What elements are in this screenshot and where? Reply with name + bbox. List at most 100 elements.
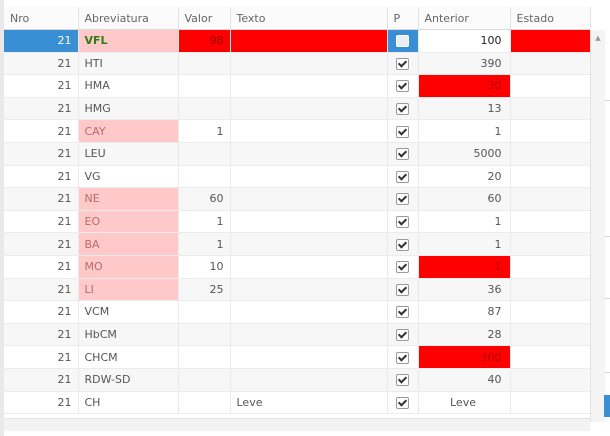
cell-abreviatura[interactable]: CH — [78, 391, 179, 415]
table-row[interactable]: 21 MO 10 1 — [4, 255, 591, 279]
cell-nro[interactable]: 21 — [4, 391, 79, 415]
table-row[interactable]: 21 VG 20 — [4, 165, 591, 189]
cell-estado[interactable] — [510, 119, 591, 143]
cell-estado[interactable] — [510, 323, 591, 347]
table-row[interactable]: 21 RDW-SD 40 — [4, 368, 591, 392]
cell-texto[interactable] — [230, 255, 388, 279]
column-header-nro[interactable]: Nro — [4, 7, 79, 30]
cell-p[interactable] — [387, 345, 419, 369]
vertical-scrollbar[interactable]: ▲ — [590, 30, 605, 422]
cell-valor[interactable]: 25 — [178, 278, 231, 302]
cell-abreviatura[interactable]: CHCM — [78, 345, 179, 369]
cell-valor[interactable]: 60 — [178, 187, 231, 211]
column-header-p[interactable]: P — [387, 7, 419, 30]
cell-estado[interactable] — [510, 142, 591, 166]
cell-valor[interactable]: 1 — [178, 232, 231, 256]
horizontal-scrollbar[interactable] — [4, 418, 590, 431]
cell-valor[interactable] — [178, 97, 231, 121]
cell-estado[interactable] — [510, 300, 591, 324]
check-icon[interactable] — [396, 125, 409, 138]
cell-texto[interactable] — [230, 368, 388, 392]
cell-p[interactable] — [387, 210, 419, 234]
cell-valor[interactable] — [178, 52, 231, 76]
cell-nro[interactable]: 21 — [4, 74, 79, 98]
cell-estado[interactable] — [510, 278, 591, 302]
cell-anterior[interactable]: 5000 — [418, 142, 511, 166]
cell-p[interactable] — [387, 391, 419, 415]
cell-valor[interactable] — [178, 391, 231, 415]
cell-texto[interactable] — [230, 74, 388, 98]
column-header-anterior[interactable]: Anterior — [418, 7, 511, 30]
check-icon[interactable] — [396, 193, 409, 206]
cell-estado[interactable] — [510, 210, 591, 234]
check-icon[interactable] — [396, 216, 409, 229]
cell-valor[interactable] — [178, 74, 231, 98]
cell-p[interactable] — [387, 278, 419, 302]
check-icon[interactable] — [396, 261, 409, 274]
table-row[interactable]: 21 HTI 390 — [4, 52, 591, 76]
cell-estado[interactable] — [510, 52, 591, 76]
cell-texto[interactable] — [230, 52, 388, 76]
cell-valor[interactable] — [178, 300, 231, 324]
cell-nro[interactable]: 21 — [4, 210, 79, 234]
table-row[interactable]: 21 LEU 5000 — [4, 142, 591, 166]
column-header-abreviatura[interactable]: Abreviatura — [78, 7, 179, 30]
cell-p[interactable] — [387, 232, 419, 256]
cell-p[interactable] — [387, 74, 419, 98]
check-icon[interactable] — [396, 170, 409, 183]
column-header-texto[interactable]: Texto — [230, 7, 388, 30]
cell-anterior[interactable]: 28 — [418, 323, 511, 347]
cell-nro[interactable]: 21 — [4, 300, 79, 324]
cell-anterior[interactable]: 30 — [418, 74, 511, 98]
cell-estado[interactable] — [510, 97, 591, 121]
cell-estado[interactable] — [510, 187, 591, 211]
cell-texto[interactable] — [230, 278, 388, 302]
check-icon[interactable] — [396, 329, 409, 342]
cell-p[interactable] — [387, 368, 419, 392]
cell-valor[interactable]: 1 — [178, 210, 231, 234]
table-row[interactable]: 21 NE 60 60 — [4, 187, 591, 211]
cell-nro[interactable]: 21 — [4, 278, 79, 302]
check-icon[interactable] — [396, 80, 409, 93]
cell-abreviatura[interactable]: VFL — [78, 29, 179, 53]
cell-abreviatura[interactable]: VCM — [78, 300, 179, 324]
table-row[interactable]: 21 CAY 1 1 — [4, 119, 591, 143]
cell-anterior[interactable]: 13 — [418, 97, 511, 121]
cell-anterior[interactable]: 1 — [418, 119, 511, 143]
cell-nro[interactable]: 21 — [4, 97, 79, 121]
check-icon[interactable] — [396, 57, 409, 70]
cell-p[interactable] — [387, 323, 419, 347]
cell-nro[interactable]: 21 — [4, 52, 79, 76]
cell-nro[interactable]: 21 — [4, 29, 79, 53]
table-row[interactable]: 21 HbCM 28 — [4, 323, 591, 347]
cell-estado[interactable] — [510, 232, 591, 256]
cell-anterior[interactable]: 60 — [418, 187, 511, 211]
cell-texto[interactable] — [230, 300, 388, 324]
cell-p[interactable] — [387, 97, 419, 121]
cell-valor[interactable]: 98 — [178, 29, 231, 53]
cell-abreviatura[interactable]: VG — [78, 165, 179, 189]
cell-p[interactable] — [387, 165, 419, 189]
cell-abreviatura[interactable]: HMG — [78, 97, 179, 121]
cell-estado[interactable] — [510, 391, 591, 415]
cell-nro[interactable]: 21 — [4, 232, 79, 256]
table-row[interactable]: 21 VFL 98 100 — [4, 29, 591, 53]
cell-nro[interactable]: 21 — [4, 345, 79, 369]
cell-texto[interactable] — [230, 142, 388, 166]
table-row[interactable]: 21 BA 1 1 — [4, 232, 591, 256]
column-header-valor[interactable]: Valor — [178, 7, 231, 30]
cell-anterior[interactable]: 20 — [418, 165, 511, 189]
cell-p[interactable] — [387, 187, 419, 211]
cell-valor[interactable] — [178, 165, 231, 189]
cell-abreviatura[interactable]: LEU — [78, 142, 179, 166]
check-icon[interactable] — [396, 103, 409, 116]
cell-texto[interactable] — [230, 119, 388, 143]
column-header-estado[interactable]: Estado — [510, 7, 591, 30]
cell-nro[interactable]: 21 — [4, 119, 79, 143]
cell-nro[interactable]: 21 — [4, 255, 79, 279]
cell-anterior[interactable]: 100 — [418, 29, 511, 53]
cell-p[interactable] — [387, 142, 419, 166]
cell-anterior[interactable]: 1 — [418, 232, 511, 256]
table-row[interactable]: 21 EO 1 1 — [4, 210, 591, 234]
check-icon[interactable] — [396, 306, 409, 319]
